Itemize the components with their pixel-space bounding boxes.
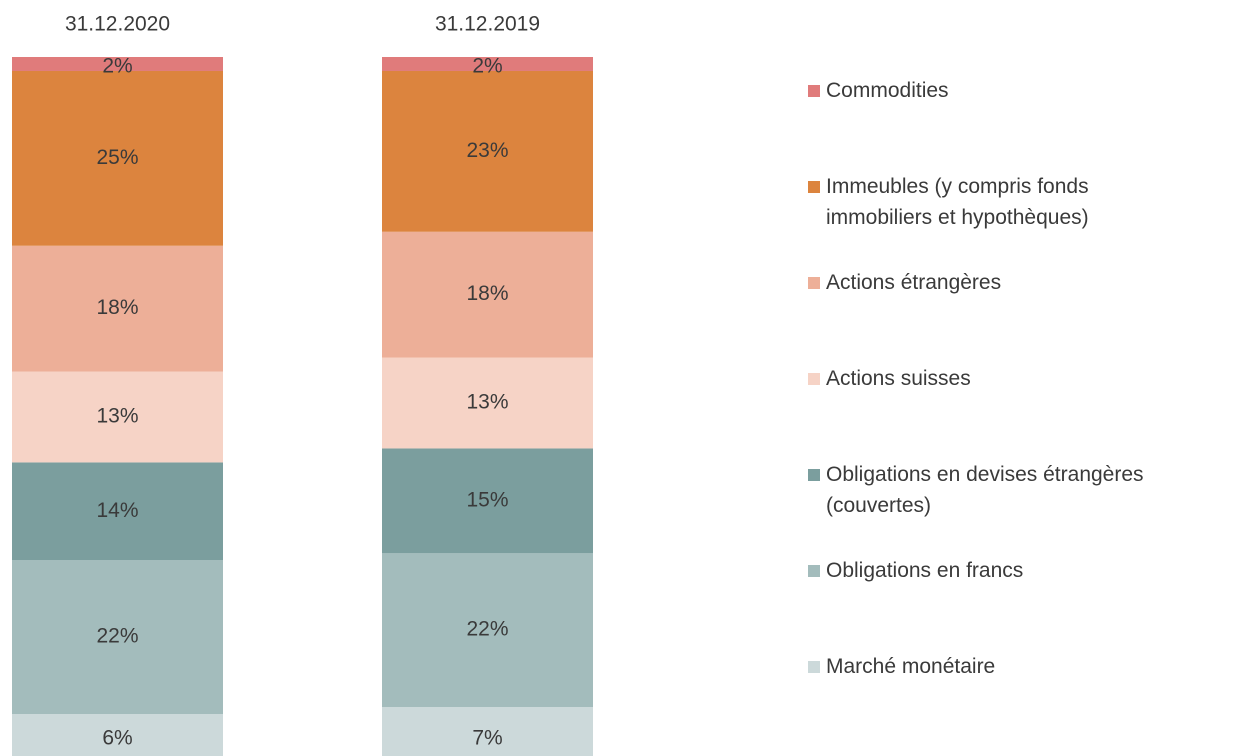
legend-swatch [808, 277, 820, 289]
value-label: 23% [466, 139, 508, 162]
legend-label: Actions suisses [826, 367, 971, 390]
value-label: 22% [96, 625, 138, 648]
legend-swatch [808, 373, 820, 385]
bar-segment [382, 553, 593, 708]
value-label: 2% [102, 55, 132, 78]
bar-segment [12, 462, 223, 561]
value-label: 6% [102, 727, 132, 750]
legend-item: Commodities [808, 75, 1238, 106]
legend-swatch [808, 469, 820, 481]
bar-segment [12, 714, 223, 756]
legend-label: Obligations en devises étrangères (couve… [826, 463, 1144, 517]
bar-segment [382, 231, 593, 358]
legend-swatch [808, 85, 820, 97]
value-label: 15% [466, 488, 508, 511]
value-label: 18% [96, 296, 138, 319]
legend-swatch [808, 181, 820, 193]
legend-swatch [808, 661, 820, 673]
bar-segment [382, 57, 593, 71]
legend-label: Obligations en francs [826, 559, 1024, 582]
legend-swatch [808, 565, 820, 577]
value-label: 22% [466, 618, 508, 641]
bar-segment [12, 70, 223, 246]
legend-label: Actions étrangères [826, 271, 1002, 294]
category-label: 31.12.2019 [435, 13, 540, 36]
bar-segment [12, 57, 223, 71]
value-label: 25% [96, 146, 138, 169]
value-label: 18% [466, 282, 508, 305]
legend-item: Obligations en francs [808, 555, 1238, 586]
legend-item: Actions suisses [808, 363, 1238, 394]
bar-segment [382, 448, 593, 554]
bar-segment [12, 245, 223, 372]
category-label: 31.12.2020 [65, 13, 170, 36]
value-label: 7% [472, 727, 502, 750]
legend-item: Actions étrangères [808, 267, 1238, 298]
value-label: 13% [96, 405, 138, 428]
legend-label: Marché monétaire [826, 655, 996, 678]
bar-segment [382, 357, 593, 449]
value-label: 14% [96, 499, 138, 522]
legend-label: Immeubles (y compris fonds immobiliers e… [826, 175, 1089, 229]
legend-item: Marché monétaire [808, 651, 1238, 682]
value-label: 2% [472, 55, 502, 78]
value-label: 13% [466, 391, 508, 414]
chart: 31.12.2020 6% 22% 14% 13% 18% 25% 2% 31.12.2019 7… [12, 13, 593, 756]
legend-item: Immeubles (y compris fonds immobiliers e… [808, 171, 1238, 233]
bar-segment [12, 371, 223, 463]
legend-item: Obligations en devises étrangères (couve… [808, 459, 1238, 521]
bar-segment [12, 560, 223, 715]
bar-segment [382, 70, 593, 232]
bar-segment [382, 707, 593, 756]
legend-label: Commodities [826, 79, 949, 102]
